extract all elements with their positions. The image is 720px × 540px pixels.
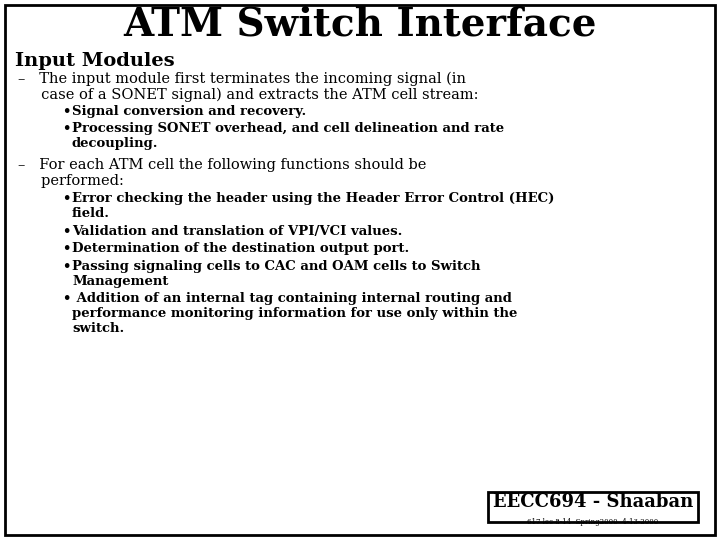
Text: EECC694 - Shaaban: EECC694 - Shaaban [493,493,693,511]
Bar [488,492,698,522]
Text: –   For each ATM cell the following functions should be: – For each ATM cell the following functi… [18,158,426,172]
Text: •: • [62,192,71,205]
Text: Determination of the destination output port.: Determination of the destination output … [72,242,409,255]
Text: 617 lec 8-14  Spring2000  4-13-2000: 617 lec 8-14 Spring2000 4-13-2000 [527,518,659,526]
Text: Passing signaling cells to CAC and OAM cells to Switch: Passing signaling cells to CAC and OAM c… [72,260,480,273]
Text: •: • [62,105,71,118]
Text: Signal conversion and recovery.: Signal conversion and recovery. [72,105,306,118]
Text: Management: Management [72,275,168,288]
Text: decoupling.: decoupling. [72,137,158,150]
Text: switch.: switch. [72,322,125,335]
Text: •: • [62,292,71,305]
Text: performed:: performed: [18,174,124,188]
Text: Addition of an internal tag containing internal routing and: Addition of an internal tag containing i… [72,292,512,305]
Text: •: • [62,260,71,273]
Text: –   The input module first terminates the incoming signal (in: – The input module first terminates the … [18,72,466,86]
Text: case of a SONET signal) and extracts the ATM cell stream:: case of a SONET signal) and extracts the… [18,88,479,103]
Text: ATM Switch Interface: ATM Switch Interface [123,5,597,43]
Text: Error checking the header using the Header Error Control (HEC): Error checking the header using the Head… [72,192,554,205]
Text: •: • [62,242,71,255]
Text: •: • [62,225,71,238]
Text: Validation and translation of VPI/VCI values.: Validation and translation of VPI/VCI va… [72,225,402,238]
Text: Input Modules: Input Modules [15,52,175,70]
Text: field.: field. [72,207,110,220]
Text: performance monitoring information for use only within the: performance monitoring information for u… [72,307,518,320]
Text: Processing SONET overhead, and cell delineation and rate: Processing SONET overhead, and cell deli… [72,122,504,135]
Text: •: • [62,122,71,135]
